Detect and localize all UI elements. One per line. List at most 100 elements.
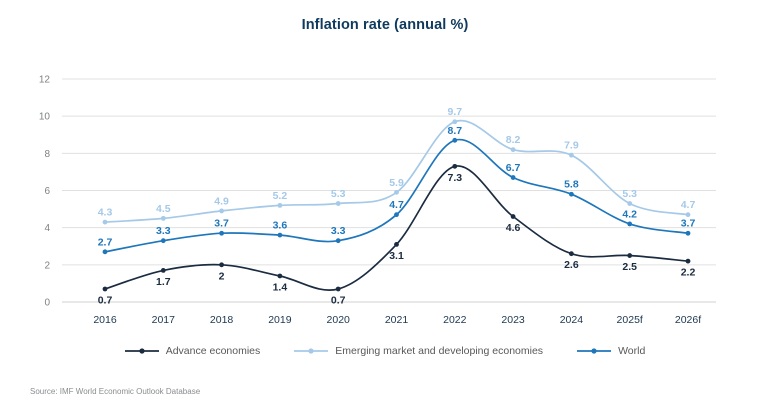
data-label-world: 6.7 [506, 162, 521, 174]
data-point-world [569, 191, 574, 197]
legend-label: Emerging market and developing economies [335, 345, 544, 357]
data-label-world: 8.7 [447, 125, 462, 137]
data-label-emerging: 7.9 [564, 140, 579, 152]
data-point-emerging [569, 152, 574, 158]
y-tick-label: 4 [44, 223, 50, 234]
legend-label: World [618, 345, 646, 357]
data-point-world [219, 230, 225, 236]
data-point-emerging [510, 147, 516, 153]
data-label-emerging: 4.7 [681, 199, 696, 211]
data-point-emerging [627, 201, 633, 206]
data-point-advance [685, 258, 691, 264]
data-label-emerging: 4.5 [156, 203, 171, 215]
data-point-world [335, 238, 341, 244]
data-point-world [685, 230, 691, 236]
data-point-advance [569, 251, 574, 257]
x-tick-label: 2022 [443, 314, 467, 326]
data-point-advance [510, 214, 516, 219]
data-point-emerging [394, 189, 399, 195]
source-note: Source: IMF World Economic Outlook Datab… [30, 387, 201, 396]
data-point-advance [160, 268, 166, 273]
y-tick-label: 12 [39, 75, 51, 86]
legend-marker-emerging [294, 348, 329, 354]
data-label-advance: 1.4 [273, 281, 288, 293]
data-point-advance [335, 286, 341, 292]
data-label-emerging: 5.9 [389, 177, 404, 189]
data-label-emerging: 4.9 [214, 195, 229, 207]
data-point-emerging [160, 215, 166, 221]
data-label-world: 4.2 [622, 208, 637, 220]
chart-legend: Advance economies Emerging market and dev… [0, 345, 770, 357]
data-point-emerging [335, 201, 341, 206]
data-label-world: 3.7 [214, 218, 229, 230]
x-tick-label: 2024 [560, 314, 584, 326]
inflation-line-chart: 0 2 4 6 8 10 12 2016 2017 2018 2019 2020 2021 2022 202… [39, 75, 716, 326]
data-label-advance: 2.6 [564, 259, 579, 271]
y-tick-label: 0 [44, 298, 50, 309]
data-point-world [160, 238, 166, 244]
data-label-advance: 3.1 [389, 250, 404, 262]
data-label-world: 3.6 [273, 220, 288, 232]
chart-title: Inflation rate (annual %) [301, 17, 469, 33]
data-label-advance: 0.7 [98, 294, 113, 306]
data-point-world [102, 249, 108, 255]
data-point-world [452, 137, 458, 143]
x-tick-label: 2019 [268, 314, 292, 326]
data-point-world [510, 175, 516, 180]
data-point-advance [627, 253, 633, 258]
x-tick-label: 2026f [675, 314, 701, 326]
data-point-emerging [219, 208, 225, 214]
data-label-world: 3.7 [681, 218, 696, 230]
x-tick-label: 2016 [93, 314, 117, 326]
legend-marker-world [577, 348, 612, 354]
data-label-emerging: 8.2 [506, 134, 521, 146]
data-point-advance [219, 262, 225, 268]
data-point-emerging [277, 202, 283, 208]
series-line-world [104, 138, 689, 253]
series-line-advance [104, 165, 689, 291]
y-tick-label: 8 [44, 149, 50, 160]
data-label-world: 3.3 [156, 225, 171, 237]
data-label-emerging: 9.7 [447, 106, 462, 118]
legend-label: Advance economies [165, 345, 261, 357]
data-label-advance: 7.3 [447, 172, 462, 184]
legend-item-world: World [577, 345, 645, 357]
data-label-advance: 2.2 [681, 267, 696, 279]
data-label-emerging: 4.3 [98, 207, 113, 219]
data-point-world [277, 232, 283, 238]
data-label-advance: 4.6 [506, 222, 521, 234]
x-tick-label: 2020 [327, 314, 351, 326]
data-point-advance [452, 163, 458, 169]
legend-item-advance: Advance economies [124, 345, 261, 357]
data-point-world [394, 212, 399, 218]
y-tick-label: 10 [39, 112, 51, 123]
x-tick-label: 2025f [617, 314, 643, 326]
data-point-emerging [452, 119, 458, 125]
data-label-world: 2.7 [98, 236, 113, 248]
data-point-advance [277, 273, 283, 279]
data-label-emerging: 5.3 [622, 188, 637, 200]
x-tick-label: 2021 [385, 314, 409, 326]
data-label-world: 5.8 [564, 179, 579, 191]
x-tick-label: 2023 [501, 314, 525, 326]
data-point-emerging [102, 219, 108, 225]
y-tick-label: 6 [44, 186, 50, 197]
data-label-emerging: 5.3 [331, 188, 346, 200]
data-label-emerging: 5.2 [273, 190, 288, 202]
data-label-advance: 0.7 [331, 294, 346, 306]
data-label-world: 3.3 [331, 225, 346, 237]
data-point-advance [394, 241, 399, 247]
data-label-world: 4.7 [389, 199, 404, 211]
legend-marker-advance [124, 348, 159, 354]
data-label-advance: 2.5 [622, 261, 637, 273]
data-point-emerging [685, 212, 691, 218]
y-tick-label: 2 [44, 260, 50, 271]
data-point-advance [102, 286, 108, 292]
x-tick-label: 2017 [152, 314, 176, 326]
data-label-advance: 1.7 [156, 276, 171, 288]
data-label-advance: 2 [219, 270, 225, 282]
data-point-world [627, 221, 633, 227]
series-line-emerging [104, 119, 689, 223]
legend-item-emerging: Emerging market and developing economies [294, 345, 543, 357]
x-tick-label: 2018 [210, 314, 234, 326]
